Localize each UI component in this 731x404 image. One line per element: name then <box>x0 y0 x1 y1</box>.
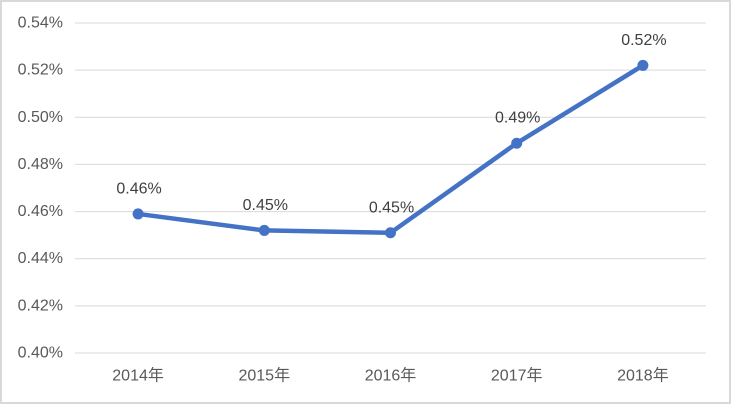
y-tick-label: 0.42% <box>18 297 63 314</box>
data-point-marker <box>258 224 270 236</box>
data-label: 0.52% <box>621 32 666 49</box>
data-point-marker <box>637 59 649 71</box>
x-tick-label: 2014年 <box>112 367 164 385</box>
x-tick-label: 2016年 <box>365 367 417 385</box>
y-tick-label: 0.44% <box>18 250 63 267</box>
x-tick-label: 2017年 <box>491 367 543 385</box>
y-tick-label: 0.40% <box>18 345 63 362</box>
y-tick-label: 0.52% <box>18 62 63 79</box>
x-tick-label: 2018年 <box>617 367 669 385</box>
y-tick-label: 0.54% <box>18 15 63 32</box>
y-tick-label: 0.48% <box>18 156 63 173</box>
data-point-marker <box>132 208 144 220</box>
data-point-marker <box>511 137 523 149</box>
data-label: 0.46% <box>116 180 161 197</box>
data-label: 0.45% <box>243 197 288 214</box>
data-point-marker <box>385 227 396 239</box>
data-label: 0.49% <box>495 110 540 127</box>
y-tick-label: 0.46% <box>18 203 63 220</box>
data-label: 0.45% <box>369 199 414 216</box>
x-tick-label: 2015年 <box>238 367 290 385</box>
y-tick-label: 0.50% <box>18 109 63 126</box>
